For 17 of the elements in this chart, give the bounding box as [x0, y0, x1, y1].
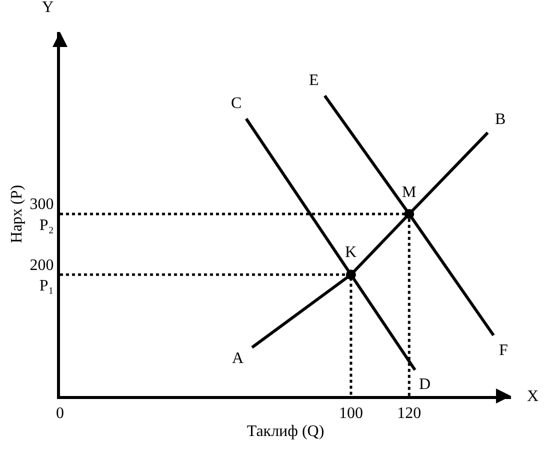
annotation: C — [231, 95, 242, 112]
x-tick-label: 0 — [56, 405, 64, 422]
annotation: B — [495, 111, 506, 128]
y-tick-label: 300 P₂ — [30, 196, 54, 234]
annotation: E — [309, 72, 319, 89]
annotation: F — [499, 342, 508, 359]
annotation: D — [419, 376, 431, 393]
x-axis-title: Таклиф (Q) — [246, 422, 324, 440]
text: Y — [42, 0, 54, 16]
annotation: K — [345, 244, 357, 261]
annotation: A — [232, 350, 244, 367]
text: X — [527, 388, 539, 405]
annotation: M — [402, 184, 416, 201]
x-tick-label: 100 — [338, 405, 363, 422]
y-tick-label: 200 P₁ — [30, 256, 54, 295]
y-axis-title: Нарх (P) — [8, 184, 26, 244]
x-tick-label: 120 — [397, 405, 422, 422]
